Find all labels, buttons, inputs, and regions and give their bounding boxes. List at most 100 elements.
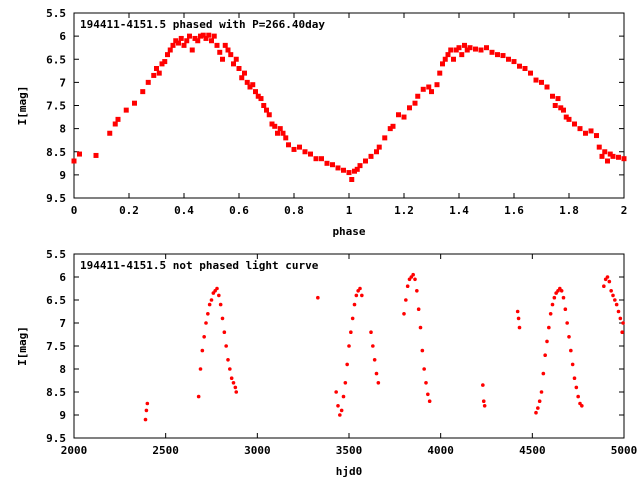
phased-data-point — [451, 56, 456, 62]
phased-data-point — [407, 105, 412, 111]
phased-data-point — [151, 72, 157, 78]
phased-data-point — [552, 103, 558, 108]
unphased-x-tick-label: 4500 — [519, 444, 546, 457]
unphased-data-point — [376, 381, 381, 385]
phased-data-point — [209, 38, 214, 44]
unphased-data-point — [204, 321, 208, 325]
phased-data-point — [511, 59, 517, 65]
unphased-data-point — [220, 316, 225, 321]
unphased-data-point — [552, 295, 557, 300]
phased-data-point — [352, 168, 357, 174]
phased-x-tick-label: 1.8 — [559, 204, 579, 217]
unphased-data-point — [561, 295, 566, 300]
phased-y-tick-label: 9.5 — [46, 192, 66, 205]
unphased-data-point — [224, 344, 228, 348]
unphased-data-point — [422, 367, 426, 371]
unphased-x-tick-label: 2500 — [152, 444, 179, 457]
phased-data-point — [286, 142, 291, 148]
phased-data-point — [459, 52, 465, 58]
phased-data-point — [132, 100, 137, 106]
phased-data-point — [275, 130, 280, 136]
unphased-y-axis-title: I[mag] — [16, 326, 29, 366]
unphased-data-point — [198, 367, 203, 371]
unphased-data-point — [482, 404, 487, 408]
phased-data-point — [572, 121, 577, 127]
phased-data-point — [555, 96, 561, 102]
unphased-x-tick-label: 5000 — [611, 444, 638, 457]
phased-data-point — [206, 32, 212, 38]
phased-data-point — [214, 42, 220, 48]
unphased-y-tick-label: 7.5 — [46, 340, 66, 353]
unphased-data-point — [536, 406, 540, 410]
unphased-data-point — [415, 289, 419, 293]
unphased-data-point — [402, 312, 406, 316]
phased-y-tick-label: 5.5 — [46, 7, 66, 20]
phased-data-point — [187, 33, 192, 39]
phased-x-tick-label: 0.8 — [284, 204, 304, 217]
phased-x-tick-label: 1 — [346, 204, 353, 217]
unphased-y-tick-label: 8 — [59, 363, 66, 376]
unphased-data-point — [602, 284, 606, 289]
phased-data-point — [558, 105, 564, 111]
unphased-data-point — [218, 302, 223, 307]
phased-data-point — [577, 126, 583, 132]
phased-data-point — [599, 153, 605, 159]
unphased-data-point — [613, 298, 617, 302]
phased-data-point — [437, 70, 443, 76]
phased-data-point — [473, 46, 478, 52]
unphased-data-point — [217, 293, 221, 298]
phased-data-point — [319, 156, 324, 162]
unphased-data-point — [215, 286, 219, 291]
phased-data-point — [261, 103, 267, 108]
phased-data-point — [217, 49, 223, 55]
unphased-data-point — [233, 385, 238, 390]
unphased-x-tick-label: 2000 — [61, 444, 88, 457]
phased-data-point — [382, 135, 388, 141]
phased-data-point — [368, 153, 374, 159]
unphased-data-point — [563, 307, 568, 312]
unphased-data-point — [200, 348, 205, 353]
phased-data-point — [277, 126, 283, 132]
phased-data-point — [489, 49, 495, 55]
unphased-data-point — [358, 286, 362, 291]
unphased-y-tick-label: 9 — [59, 409, 66, 422]
phased-data-point — [140, 89, 146, 95]
unphased-y-tick-label: 5.5 — [46, 248, 66, 261]
phased-data-point — [162, 59, 168, 65]
phased-data-point — [154, 66, 159, 71]
unphased-data-point — [343, 381, 348, 385]
phased-data-point — [354, 166, 360, 172]
phased-data-point — [231, 61, 236, 67]
phased-data-point — [184, 38, 190, 44]
phased-data-point — [159, 61, 165, 67]
phased-data-point — [374, 149, 379, 155]
phased-x-tick-label: 2 — [621, 204, 628, 217]
unphased-data-point — [534, 410, 538, 415]
unphased-data-point — [616, 309, 621, 314]
unphased-light-curve-panel: 2000 2500 3000 3500 4000 4500 5000 5.5 6 6.5 7 7.5 8… — [16, 248, 637, 478]
phased-data-point — [500, 53, 506, 59]
phased-data-point — [363, 158, 368, 164]
unphased-data-point — [620, 330, 624, 335]
unphased-data-point — [206, 312, 210, 316]
phased-data-point — [605, 158, 610, 164]
phased-data-point — [266, 112, 272, 118]
phased-data-point — [269, 121, 275, 127]
unphased-data-point — [229, 376, 234, 381]
phased-y-tick-label: 7.5 — [46, 100, 66, 113]
unphased-data-point — [374, 371, 379, 376]
phased-data-point — [453, 47, 459, 53]
unphased-data-point — [222, 330, 227, 335]
phased-y-tick-label: 7 — [59, 76, 66, 89]
phased-data-point — [506, 56, 511, 62]
phased-data-point — [533, 77, 539, 83]
unphased-data-point — [572, 376, 577, 381]
unphased-y-tick-label: 9.5 — [46, 432, 66, 445]
phased-data-point — [484, 45, 489, 51]
unphased-data-point — [426, 392, 430, 397]
phased-data-point — [517, 63, 522, 69]
unphased-data-point — [580, 404, 584, 408]
unphased-data-point — [347, 344, 351, 348]
unphased-data-point — [349, 330, 353, 335]
